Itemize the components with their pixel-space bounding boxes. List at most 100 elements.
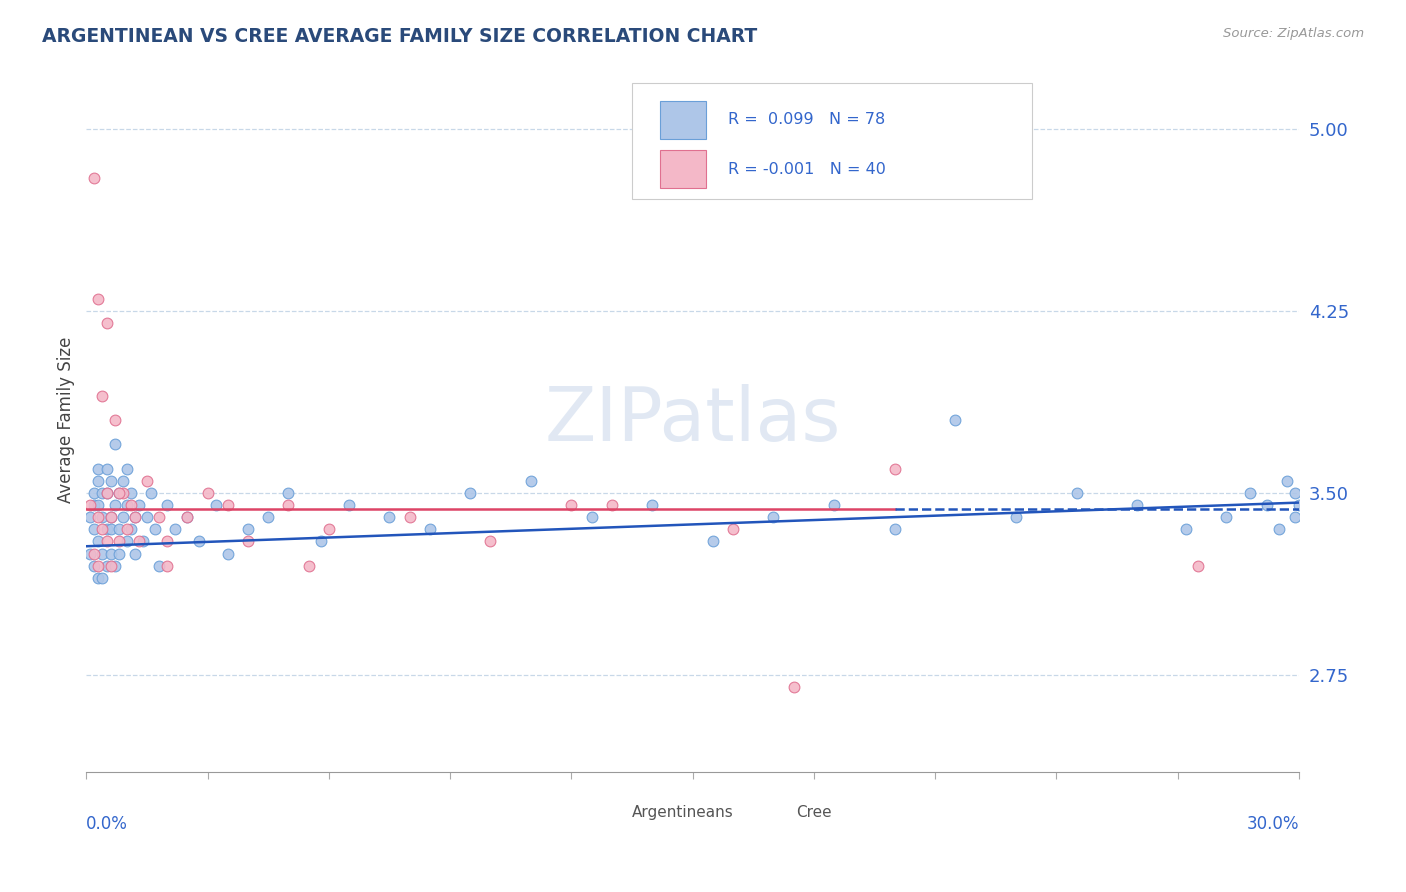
Point: [87, 571, 110, 585]
Point: [479, 534, 502, 549]
Point: [111, 486, 134, 500]
Point: [107, 486, 129, 500]
Y-axis label: Average Family Size: Average Family Size: [58, 337, 75, 503]
Point: [107, 522, 129, 536]
Text: 0.0%: 0.0%: [86, 815, 128, 833]
Point: [398, 510, 420, 524]
Point: [100, 510, 122, 524]
Point: [115, 522, 138, 536]
Point: [103, 498, 125, 512]
Text: 30.0%: 30.0%: [1246, 815, 1299, 833]
Text: R =  0.099   N = 78: R = 0.099 N = 78: [728, 112, 884, 128]
Point: [1174, 522, 1197, 536]
FancyBboxPatch shape: [759, 799, 786, 826]
Point: [257, 510, 280, 524]
Point: [115, 461, 138, 475]
Point: [560, 498, 582, 512]
Point: [83, 170, 105, 185]
Point: [124, 510, 146, 524]
Point: [83, 498, 105, 512]
Point: [1239, 486, 1261, 500]
Point: [120, 498, 142, 512]
FancyBboxPatch shape: [631, 83, 1032, 199]
Point: [96, 558, 118, 573]
Text: ARGENTINEAN VS CREE AVERAGE FAMILY SIZE CORRELATION CHART: ARGENTINEAN VS CREE AVERAGE FAMILY SIZE …: [42, 27, 758, 45]
Point: [128, 498, 150, 512]
FancyBboxPatch shape: [596, 799, 623, 826]
Point: [91, 522, 114, 536]
Point: [87, 558, 110, 573]
Point: [943, 413, 966, 427]
Point: [103, 413, 125, 427]
Point: [143, 522, 166, 536]
Point: [96, 316, 118, 330]
Point: [115, 498, 138, 512]
Point: [120, 486, 142, 500]
Point: [100, 558, 122, 573]
Point: [107, 486, 129, 500]
Point: [782, 680, 804, 694]
Point: [139, 486, 162, 500]
Point: [100, 474, 122, 488]
Point: [197, 486, 219, 500]
Point: [148, 558, 170, 573]
Point: [762, 510, 785, 524]
Point: [83, 547, 105, 561]
Point: [277, 486, 299, 500]
Point: [823, 498, 845, 512]
Point: [87, 474, 110, 488]
Point: [297, 558, 319, 573]
Point: [702, 534, 724, 549]
Point: [100, 547, 122, 561]
Point: [883, 461, 905, 475]
Point: [217, 498, 239, 512]
Point: [176, 510, 198, 524]
Point: [132, 534, 155, 549]
Point: [217, 547, 239, 561]
Point: [96, 461, 118, 475]
Point: [419, 522, 441, 536]
Point: [1005, 510, 1028, 524]
Point: [87, 498, 110, 512]
Point: [83, 486, 105, 500]
Point: [83, 522, 105, 536]
Point: [1275, 474, 1298, 488]
Point: [236, 534, 259, 549]
Point: [107, 547, 129, 561]
Text: Source: ZipAtlas.com: Source: ZipAtlas.com: [1223, 27, 1364, 40]
Point: [1126, 498, 1149, 512]
Point: [165, 522, 187, 536]
Point: [1187, 558, 1209, 573]
Point: [91, 571, 114, 585]
Point: [100, 510, 122, 524]
Point: [83, 558, 105, 573]
Point: [79, 547, 101, 561]
Point: [156, 534, 179, 549]
Point: [87, 461, 110, 475]
Point: [135, 510, 157, 524]
FancyBboxPatch shape: [659, 101, 706, 139]
Point: [96, 486, 118, 500]
Point: [87, 510, 110, 524]
Point: [111, 474, 134, 488]
Point: [176, 510, 198, 524]
Point: [204, 498, 226, 512]
Point: [91, 547, 114, 561]
Point: [91, 389, 114, 403]
Text: Cree: Cree: [796, 805, 831, 820]
Point: [337, 498, 360, 512]
Point: [103, 437, 125, 451]
Point: [79, 498, 101, 512]
Point: [1267, 522, 1289, 536]
Point: [120, 522, 142, 536]
Point: [883, 522, 905, 536]
Point: [378, 510, 401, 524]
Point: [87, 292, 110, 306]
Point: [520, 474, 543, 488]
Text: Argentineans: Argentineans: [631, 805, 734, 820]
Point: [100, 522, 122, 536]
Point: [458, 486, 481, 500]
Point: [641, 498, 664, 512]
Point: [87, 534, 110, 549]
Point: [96, 522, 118, 536]
